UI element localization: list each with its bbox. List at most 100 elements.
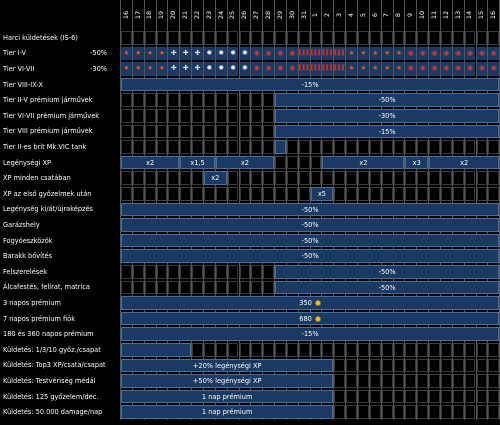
day-header: 12 [442,0,450,30]
grid-cell [346,171,357,185]
grid-cell [464,140,476,154]
grid-cell [393,389,405,404]
grid-cell [298,140,310,154]
grid-cell [192,31,203,45]
grid-cell [440,187,452,201]
grid-cell [275,31,286,45]
nation-icon: ✚ [168,62,180,76]
grid-cell [215,280,227,295]
day-label: 3 [335,12,344,18]
grid-cell [144,187,156,201]
grid-cell [464,374,476,388]
grid-cell [215,124,227,139]
grid-cell [358,389,369,404]
grid-cell [192,93,203,107]
grid-cell [440,171,452,185]
day-label: 11 [429,10,438,20]
grid-cell [358,358,369,373]
grid-cell [203,187,215,201]
grid-cell [476,405,488,419]
grid-cell [275,155,286,170]
day-label: 28 [263,10,272,20]
grid-cell [417,358,429,373]
day-label: 14 [465,10,474,20]
event-bar-text: x2 [240,158,249,167]
nation-icon: ✚ [192,46,203,61]
event-bar [121,343,192,357]
day-header: 11 [430,0,438,30]
day-header: 16 [489,0,497,30]
grid-cell [286,171,298,185]
nation-icon: ★ [132,62,144,76]
grid-cell [144,171,156,185]
grid-cell [381,140,393,154]
event-bar-text: -15% [378,127,396,136]
event-bar: 1 nap prémium [121,405,334,419]
event-bar: -15% [121,77,500,92]
grid-cell [263,280,275,295]
nation-icon: ◉ [251,62,263,76]
day-label: 26 [240,10,249,20]
event-bar [275,140,286,154]
grid-cell [251,343,263,357]
grid-cell [227,93,239,107]
day-label: 25 [228,10,237,20]
grid-cell [144,140,156,154]
grid-cell [168,187,180,201]
nation-icon: ✹ [203,46,215,61]
grid-cell [192,109,203,123]
grid-cell [180,109,192,123]
grid-cell [346,405,357,419]
grid-cell [464,405,476,419]
grid-cell [369,389,381,404]
day-label: 23 [204,10,213,20]
grid-cell [227,280,239,295]
grid-cell [488,31,500,45]
grid-cell [132,265,144,279]
nation-icon: ▌▌▌ [310,46,322,61]
nation-icon: ✹ [227,46,239,61]
row-label: Fogyóeszközök [0,233,120,248]
nation-icon: ▌▌▌ [334,46,346,61]
grid-cell [334,171,346,185]
grid-cell [156,31,168,45]
event-bar: x5 [310,187,334,201]
grid-cell [358,31,369,45]
grid-cell [393,171,405,185]
nation-icon: ★ [144,62,156,76]
grid-cell [263,140,275,154]
grid-cell [251,280,263,295]
day-header: 4 [347,0,355,30]
grid-cell [381,31,393,45]
nation-icon: ◉ [275,62,286,76]
grid-cell [227,31,239,45]
grid-cell [334,187,346,201]
grid-cell [417,405,429,419]
grid-cell [393,31,405,45]
event-bar-text: -50% [378,283,396,292]
grid-cell [168,265,180,279]
grid-cell [156,280,168,295]
grid-cell [298,171,310,185]
grid-cell [429,343,440,357]
event-bar: 680 [121,311,500,326]
grid-cell [429,374,440,388]
event-bar: x2 [203,171,227,185]
day-header: 19 [157,0,165,30]
gold-coin-icon [314,300,321,307]
day-label: 21 [181,10,190,20]
grid-cell [405,140,417,154]
grid-cell [192,187,203,201]
nation-icon: ◉ [464,62,476,76]
grid-cell [239,343,251,357]
event-bar: 350 [121,296,500,310]
row-label: XP az első győzelmek után [0,186,120,201]
grid-cell [227,187,239,201]
grid-cell [144,124,156,139]
grid-cell [227,265,239,279]
nation-icon: ◉ [286,62,298,76]
grid-cell [369,31,381,45]
event-bar-text: -50% [301,236,319,245]
grid-cell [156,187,168,201]
grid-cell [452,187,464,201]
